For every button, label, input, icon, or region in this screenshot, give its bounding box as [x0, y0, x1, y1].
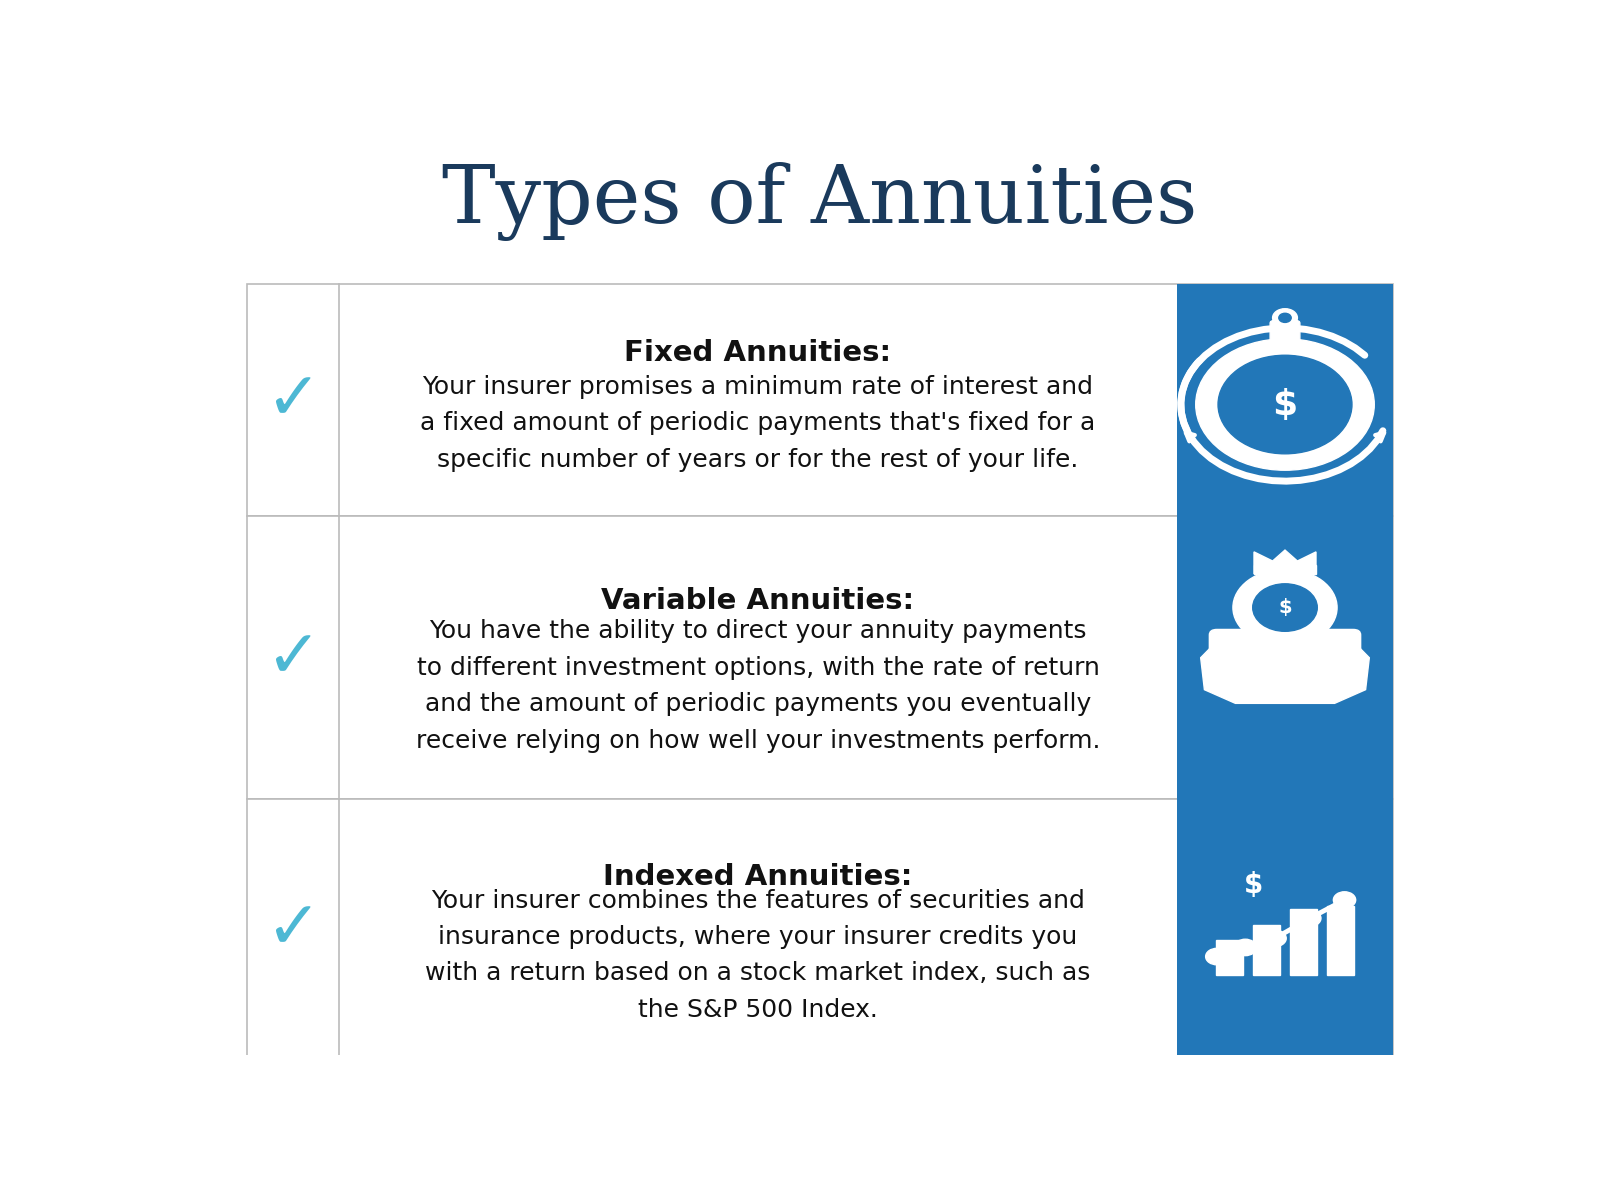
Circle shape	[1218, 356, 1352, 454]
Bar	[246, 517, 1394, 799]
Bar	[1326, 907, 1355, 975]
Text: $: $	[1272, 387, 1298, 422]
Circle shape	[1253, 584, 1317, 632]
Text: Your insurer promises a minimum rate of interest and
a fixed amount of periodic : Your insurer promises a minimum rate of …	[421, 374, 1096, 472]
Text: Fixed Annuities:: Fixed Annuities:	[624, 339, 891, 367]
Bar	[1178, 517, 1394, 799]
Circle shape	[1206, 948, 1227, 965]
Text: Your insurer combines the features of securities and
insurance products, where y: Your insurer combines the features of se…	[426, 889, 1091, 1021]
FancyBboxPatch shape	[1267, 620, 1302, 646]
FancyBboxPatch shape	[1270, 321, 1299, 346]
Circle shape	[1264, 930, 1286, 947]
Circle shape	[1299, 910, 1322, 927]
Bar	[1178, 799, 1394, 1059]
Bar	[1216, 940, 1243, 975]
Circle shape	[1234, 569, 1338, 646]
Polygon shape	[1200, 641, 1370, 704]
Bar	[1254, 565, 1315, 574]
Polygon shape	[1254, 550, 1315, 574]
Bar	[246, 799, 1394, 1059]
Text: ✓: ✓	[266, 624, 322, 691]
Circle shape	[1333, 892, 1355, 908]
Text: Variable Annuities:: Variable Annuities:	[602, 587, 915, 615]
Circle shape	[1195, 339, 1374, 470]
Text: ✓: ✓	[266, 896, 322, 962]
Text: You have the ability to direct your annuity payments
to different investment opt: You have the ability to direct your annu…	[416, 620, 1101, 752]
Text: Indexed Annuities:: Indexed Annuities:	[603, 863, 912, 891]
Circle shape	[1278, 313, 1291, 322]
Bar	[246, 283, 1394, 517]
Bar	[1290, 909, 1317, 975]
Text: Types of Annuities: Types of Annuities	[442, 162, 1198, 241]
Text: $: $	[1278, 598, 1291, 617]
Text: $: $	[1245, 871, 1264, 899]
Bar	[1253, 924, 1280, 975]
FancyBboxPatch shape	[1210, 629, 1360, 654]
Circle shape	[1234, 940, 1256, 955]
Bar	[1178, 283, 1394, 517]
Text: ✓: ✓	[266, 367, 322, 433]
Circle shape	[1272, 309, 1298, 327]
